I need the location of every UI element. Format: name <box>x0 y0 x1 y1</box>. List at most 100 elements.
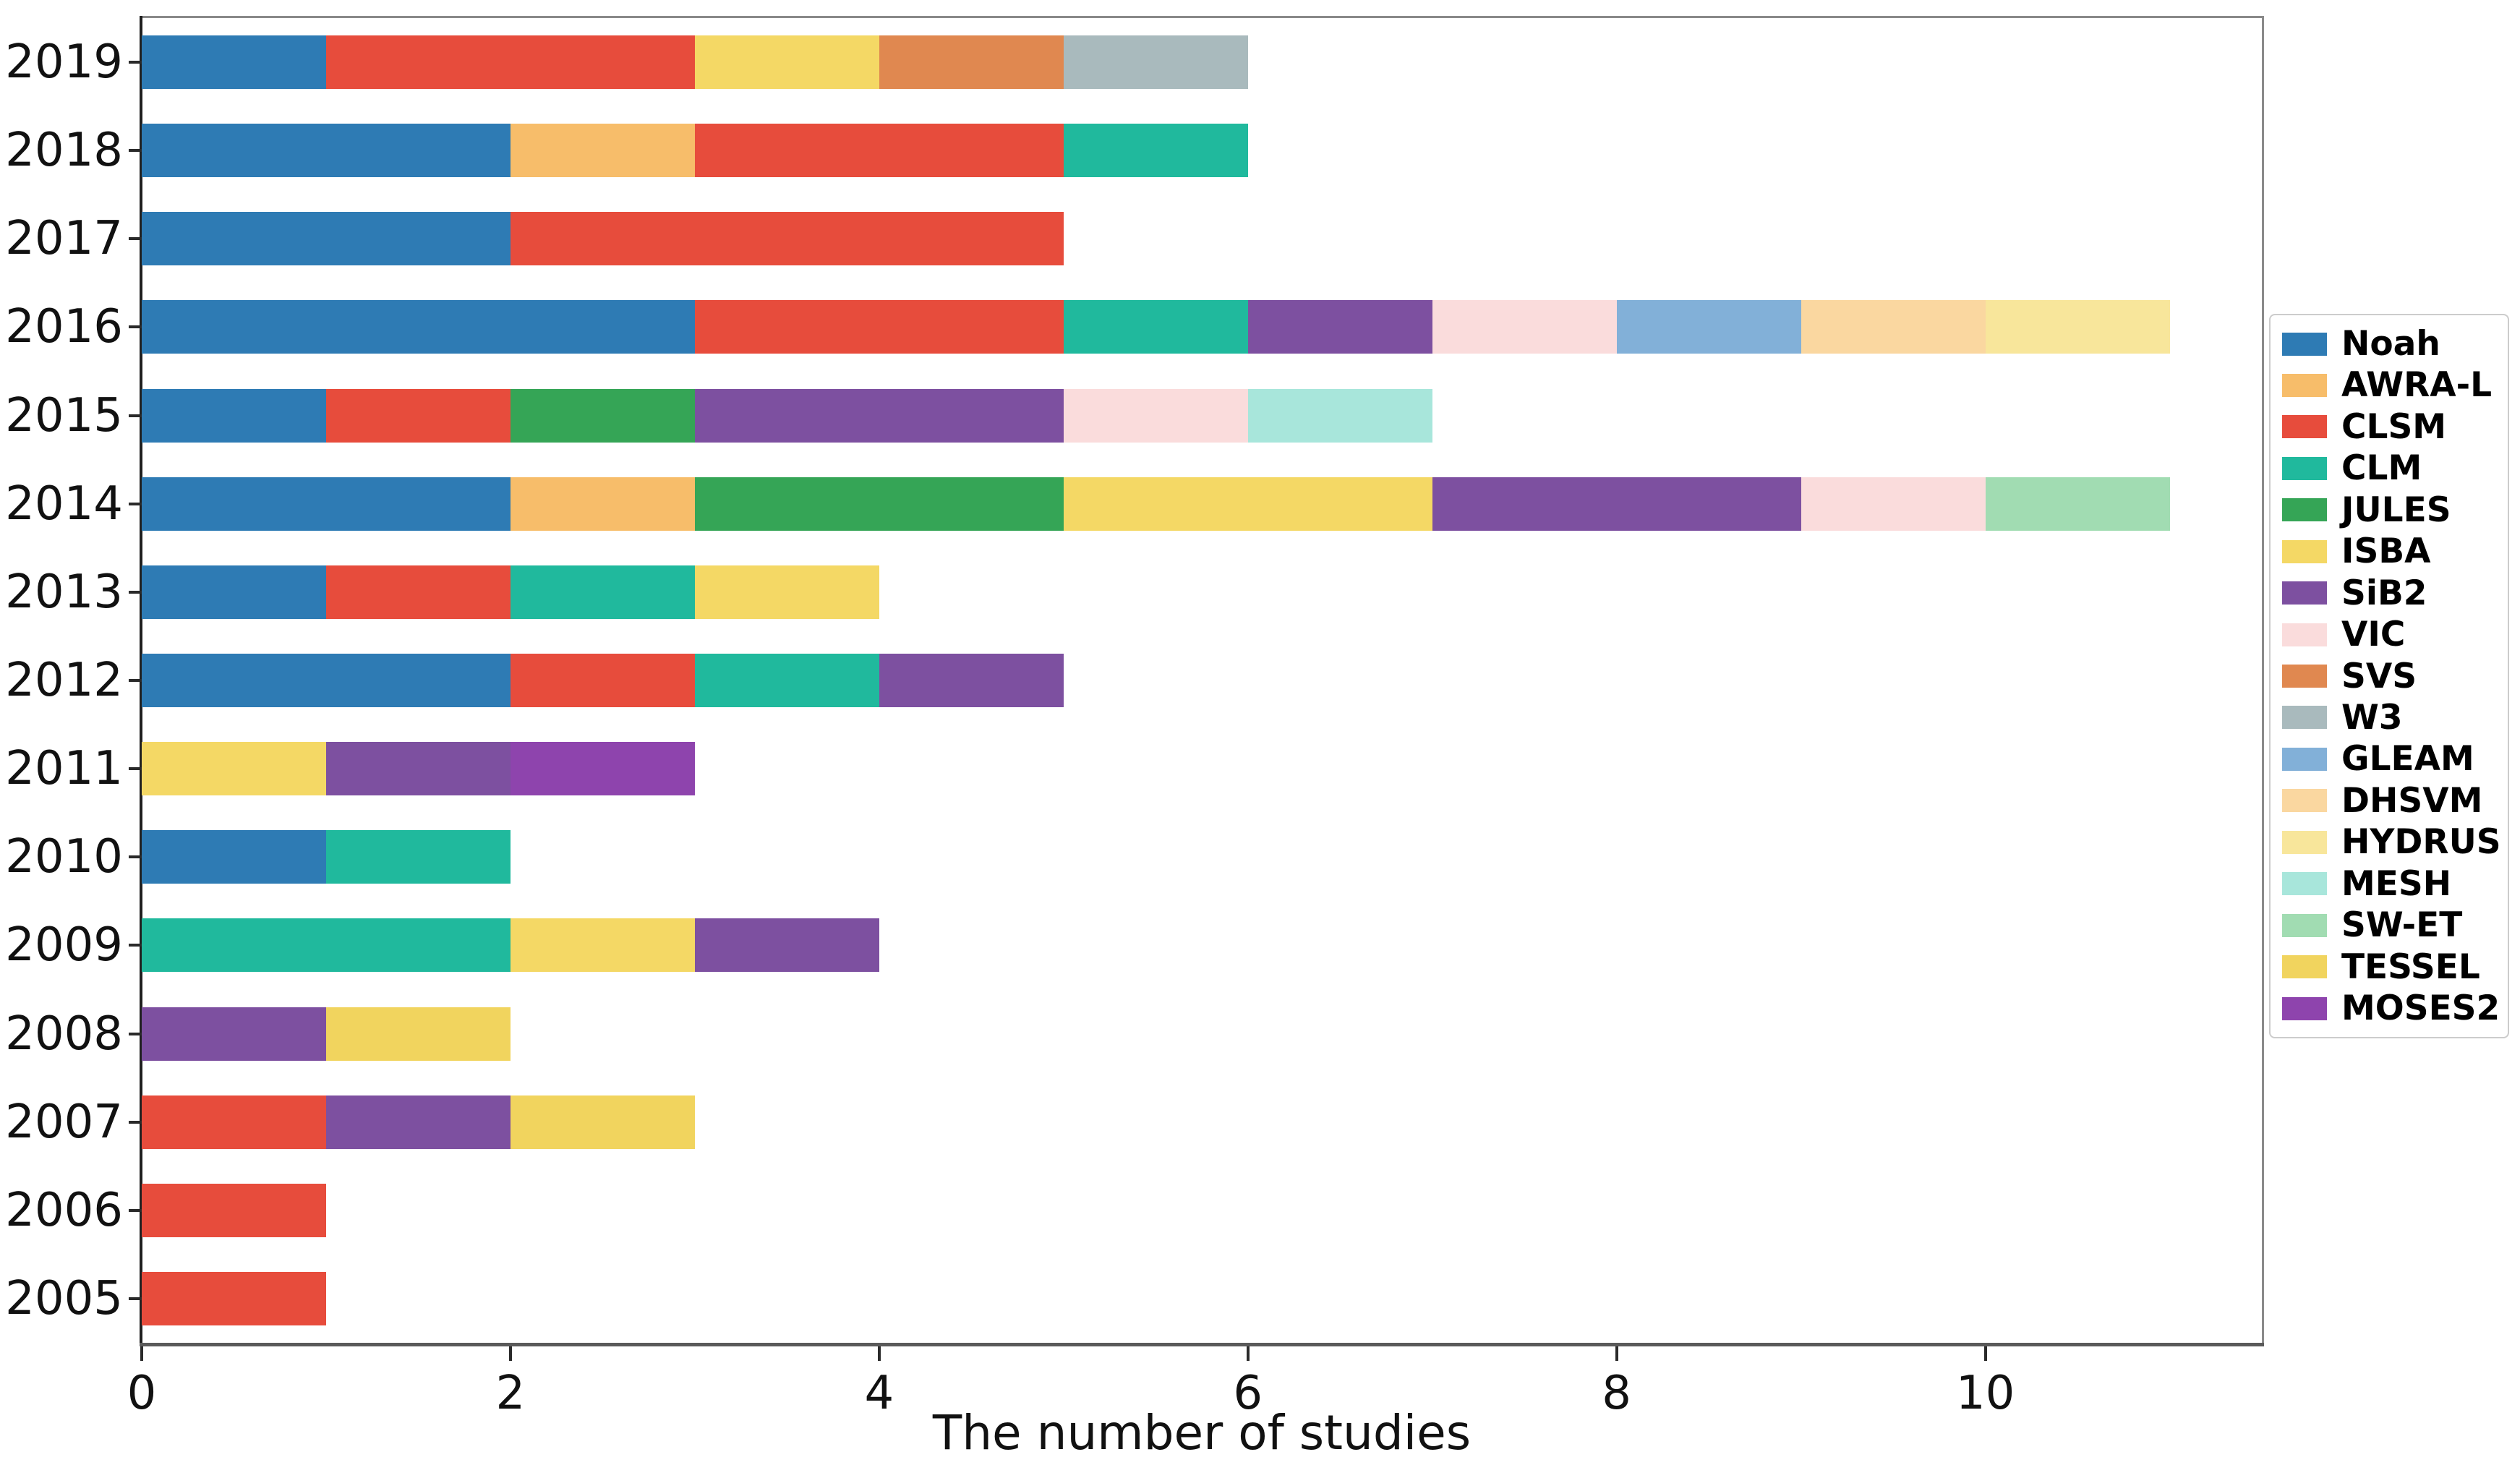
x-tick-4 <box>877 1346 881 1361</box>
x-tick-6 <box>1246 1346 1250 1361</box>
legend-item-DHSVM: DHSVM <box>2282 781 2508 821</box>
bar-segment-2014-JULES <box>694 477 1064 531</box>
bar-segment-2014-VIC <box>1801 477 1986 531</box>
legend-label-DHSVM: DHSVM <box>2341 780 2483 821</box>
bar-segment-2018-AWRA-L <box>510 124 695 178</box>
bar-segment-2016-CLSM <box>694 300 1064 354</box>
bar-segment-2017-CLSM <box>510 212 1064 266</box>
y-tick-2015 <box>129 414 142 417</box>
legend-swatch-CLSM <box>2282 415 2327 439</box>
bar-row-2017 <box>142 212 1064 266</box>
bar-segment-2011-ISBA <box>142 742 326 796</box>
y-tick-2006 <box>129 1208 142 1212</box>
bar-row-2007 <box>142 1095 695 1149</box>
x-tick-2 <box>508 1346 512 1361</box>
bar-segment-2016-VIC <box>1432 300 1617 354</box>
legend-item-Noah: Noah <box>2282 324 2508 364</box>
legend-box: Noah AWRA-L CLSM CLM JULES ISBA SiB2 VIC SVS W3 GL… <box>2269 314 2509 1038</box>
legend-label-JULES: JULES <box>2341 490 2451 530</box>
y-tick-label-2019: 2019 <box>5 35 123 90</box>
bar-segment-2008-TESSEL <box>325 1007 511 1061</box>
x-tick-label-8: 8 <box>1602 1367 1631 1420</box>
legend-swatch-TESSEL <box>2282 955 2327 979</box>
bar-segment-2018-CLM <box>1063 124 1248 178</box>
bar-row-2006 <box>142 1183 326 1237</box>
legend-item-GLEAM: GLEAM <box>2282 739 2508 779</box>
x-tick-label-6: 6 <box>1233 1367 1263 1420</box>
bar-segment-2014-SiB2 <box>1432 477 1801 531</box>
bar-segment-2014-ISBA <box>1063 477 1432 531</box>
legend-item-CLM: CLM <box>2282 448 2508 488</box>
y-tick-label-2016: 2016 <box>5 300 123 354</box>
y-tick-label-2012: 2012 <box>5 654 123 707</box>
y-tick-2014 <box>129 502 142 505</box>
legend-swatch-DHSVM <box>2282 789 2327 813</box>
plot-spine-right <box>2262 16 2264 1345</box>
y-tick-label-2009: 2009 <box>5 918 123 973</box>
x-tick-label-10: 10 <box>1955 1367 2015 1420</box>
x-axis-line <box>140 1343 2264 1346</box>
legend-item-CLSM: CLSM <box>2282 407 2508 447</box>
bar-segment-2019-Noah <box>142 35 326 90</box>
y-tick-2019 <box>129 61 142 64</box>
bar-segment-2012-CLSM <box>510 654 695 707</box>
bar-segment-2019-CLSM <box>325 35 695 90</box>
bar-segment-2019-ISBA <box>694 35 879 90</box>
bar-row-2019 <box>142 35 1248 90</box>
bar-segment-2015-JULES <box>510 388 695 443</box>
legend-swatch-MESH <box>2282 872 2327 896</box>
legend-item-SW-ET: SW-ET <box>2282 905 2508 945</box>
bar-segment-2005-CLSM <box>142 1271 326 1325</box>
y-tick-2013 <box>129 590 142 594</box>
bar-segment-2014-AWRA-L <box>510 477 695 531</box>
legend-swatch-SVS <box>2282 665 2327 688</box>
x-tick-label-2: 2 <box>495 1367 526 1420</box>
y-tick-label-2005: 2005 <box>5 1271 123 1325</box>
y-tick-label-2011: 2011 <box>5 742 123 796</box>
bar-segment-2013-CLM <box>510 565 695 619</box>
legend-label-W3: W3 <box>2341 697 2403 738</box>
bar-segment-2011-SiB2 <box>325 742 511 796</box>
bar-segment-2018-CLSM <box>694 124 1064 178</box>
bar-segment-2009-SiB2 <box>694 918 879 973</box>
legend-swatch-HYDRUS <box>2282 830 2327 854</box>
legend-label-Noah: Noah <box>2341 324 2440 364</box>
bar-row-2005 <box>142 1271 326 1325</box>
bar-segment-2010-Noah <box>142 830 326 884</box>
bar-row-2013 <box>142 565 879 619</box>
legend-item-TESSEL: TESSEL <box>2282 947 2508 987</box>
x-tick-8 <box>1615 1346 1618 1361</box>
bar-segment-2016-Noah <box>142 300 695 354</box>
legend-label-MOSES2: MOSES2 <box>2341 988 2500 1028</box>
legend-swatch-MOSES2 <box>2282 996 2327 1020</box>
legend-item-ISBA: ISBA <box>2282 531 2508 571</box>
legend-item-MESH: MESH <box>2282 864 2508 904</box>
legend-label-SW-ET: SW-ET <box>2341 905 2463 946</box>
y-tick-label-2015: 2015 <box>5 388 123 443</box>
bar-segment-2019-SVS <box>879 35 1064 90</box>
bar-row-2014 <box>142 477 2170 531</box>
bar-row-2018 <box>142 124 1248 178</box>
y-tick-label-2007: 2007 <box>5 1095 123 1149</box>
bar-row-2010 <box>142 830 511 884</box>
bar-segment-2013-Noah <box>142 565 326 619</box>
bar-row-2011 <box>142 742 695 796</box>
bar-segment-2006-CLSM <box>142 1183 326 1237</box>
bar-row-2012 <box>142 654 1064 707</box>
legend-item-MOSES2: MOSES2 <box>2282 988 2508 1028</box>
legend-label-GLEAM: GLEAM <box>2341 739 2474 780</box>
bar-segment-2016-CLM <box>1063 300 1248 354</box>
y-tick-label-2018: 2018 <box>5 124 123 178</box>
y-tick-label-2008: 2008 <box>5 1007 123 1061</box>
legend-label-TESSEL: TESSEL <box>2341 947 2480 987</box>
bar-segment-2015-CLSM <box>325 388 511 443</box>
bar-segment-2008-SiB2 <box>142 1007 326 1061</box>
bar-segment-2017-Noah <box>142 212 511 266</box>
legend-item-SVS: SVS <box>2282 657 2508 696</box>
y-tick-label-2013: 2013 <box>5 565 123 619</box>
legend-swatch-ISBA <box>2282 539 2327 563</box>
bar-segment-2013-ISBA <box>694 565 879 619</box>
bar-segment-2015-SiB2 <box>694 388 1064 443</box>
bar-segment-2016-SiB2 <box>1247 300 1432 354</box>
bar-row-2009 <box>142 918 879 973</box>
